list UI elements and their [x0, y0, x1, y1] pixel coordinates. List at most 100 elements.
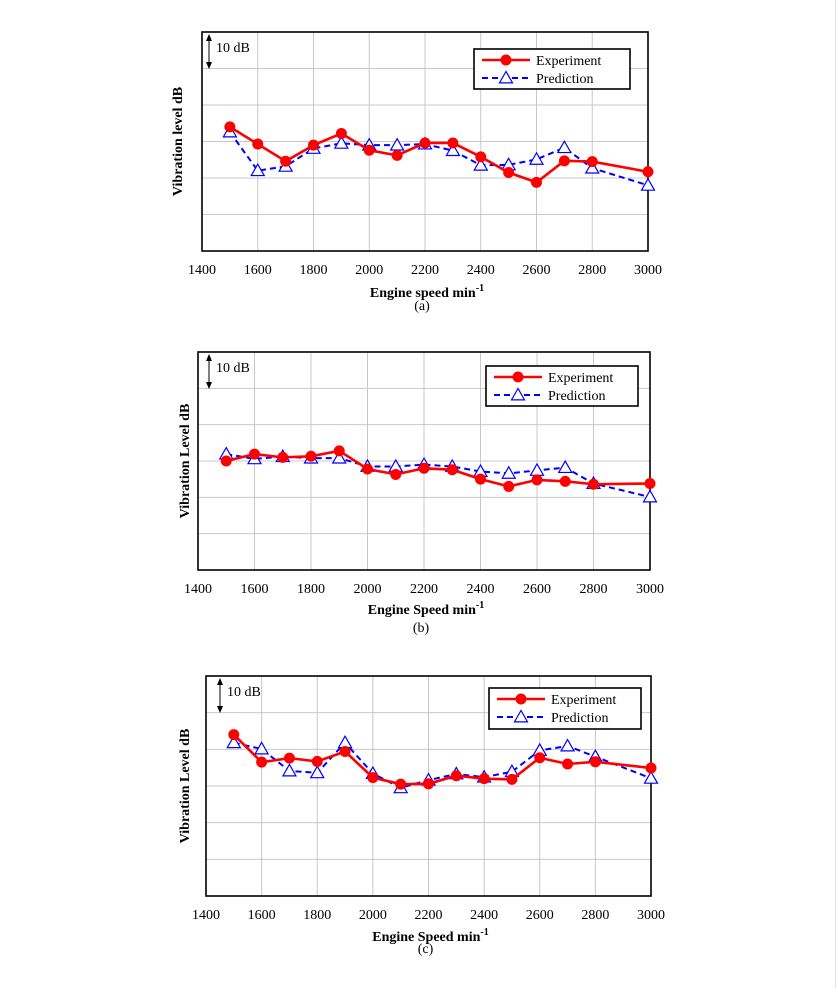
- data-point-experiment: [280, 155, 292, 167]
- x-tick-label: 1800: [303, 908, 331, 923]
- data-point-experiment: [283, 752, 295, 764]
- legend-label-prediction: Prediction: [551, 711, 609, 726]
- data-point-prediction: [640, 177, 656, 191]
- data-point-experiment: [362, 463, 373, 475]
- x-axis-label-superscript: -1: [480, 927, 488, 938]
- data-point-experiment: [224, 121, 236, 133]
- chart-panel-b: 1400 1600 1800 2000 2200 2400 2600 2800 3000 Engi…: [178, 351, 664, 636]
- x-tick-label: 2200: [411, 263, 439, 278]
- data-point-experiment: [391, 149, 403, 161]
- x-tick-label: 2600: [523, 263, 551, 278]
- legend-label-prediction: Prediction: [548, 389, 606, 404]
- x-tick-label: 2600: [523, 582, 551, 597]
- x-tick-label: 3000: [636, 582, 664, 597]
- data-point-prediction: [584, 160, 600, 174]
- x-tick-label: 1600: [244, 263, 272, 278]
- data-point-prediction: [281, 763, 297, 777]
- scale-label: 10 dB: [216, 361, 250, 376]
- x-tick-label: 2400: [470, 908, 498, 923]
- data-point-prediction: [473, 157, 489, 171]
- x-tick-label: 1600: [248, 908, 276, 923]
- series-line-prediction: [226, 453, 651, 498]
- plot-area-frame: [197, 351, 651, 571]
- series-line-experiment: [225, 449, 651, 488]
- scale-label: 10 dB: [227, 685, 261, 700]
- data-point-prediction: [337, 735, 353, 749]
- data-point-prediction: [445, 142, 461, 157]
- legend-label-experiment: Experiment: [536, 54, 601, 69]
- data-point-experiment: [363, 144, 375, 156]
- scale-arrow-head-up: [206, 354, 212, 361]
- data-point-experiment: [475, 151, 487, 163]
- scale-arrow-head-up: [217, 678, 223, 685]
- scale-arrow-head-down: [206, 382, 212, 389]
- x-axis-label-superscript: -1: [476, 600, 484, 611]
- panel-label: (c): [418, 942, 434, 957]
- x-tick-label: 1800: [300, 263, 328, 278]
- legend-marker-prediction: [510, 387, 526, 401]
- data-point-experiment: [335, 127, 347, 139]
- data-point-experiment: [475, 473, 486, 485]
- data-point-experiment: [305, 450, 317, 462]
- x-tick-label: 1400: [188, 263, 216, 278]
- data-point-prediction: [529, 462, 545, 476]
- data-point-prediction: [333, 135, 349, 149]
- chart-panel-a: 1400 1600 1800 2000 2200 2400 2600 2800 3000 Engi…: [171, 31, 662, 314]
- data-point-prediction: [254, 741, 270, 755]
- data-point-experiment: [446, 464, 458, 476]
- x-tick-label: 2600: [526, 908, 554, 923]
- x-tick-label: 2800: [581, 908, 609, 923]
- x-axis-label-text: Engine Speed min: [372, 930, 480, 945]
- plot-area-frame: [201, 31, 649, 252]
- data-point-prediction: [528, 151, 545, 165]
- x-tick-label: 2200: [410, 582, 438, 597]
- legend-label-experiment: Experiment: [548, 371, 613, 386]
- legend-label-experiment: Experiment: [551, 693, 616, 708]
- data-point-prediction: [331, 450, 347, 464]
- x-tick-label: 1400: [192, 908, 220, 923]
- x-tick-label: 2400: [467, 582, 495, 597]
- legend-marker-experiment: [500, 54, 512, 66]
- data-point-experiment: [642, 166, 654, 178]
- data-point-experiment: [588, 478, 599, 490]
- data-point-experiment: [589, 756, 601, 768]
- data-point-prediction: [309, 765, 325, 779]
- data-point-experiment: [531, 474, 543, 486]
- x-axis-label: Engine Speed min-1: [372, 927, 488, 945]
- data-point-experiment: [395, 778, 407, 790]
- y-axis-label: Vibration Level dB: [178, 729, 193, 844]
- data-point-prediction: [643, 770, 659, 784]
- data-point-experiment: [559, 475, 571, 487]
- data-point-experiment: [503, 480, 515, 492]
- chart-panel-c: 1400 1600 1800 2000 2200 2400 2600 2800 3000 Engi…: [178, 675, 665, 957]
- data-point-experiment: [419, 137, 431, 149]
- x-tick-label: 2000: [354, 582, 382, 597]
- scale-label: 10 dB: [216, 41, 250, 56]
- series-line-experiment: [229, 125, 649, 184]
- data-point-experiment: [256, 756, 268, 768]
- page-edge-line: [835, 0, 836, 988]
- data-point-experiment: [390, 468, 402, 480]
- data-point-experiment: [252, 138, 264, 150]
- data-point-experiment: [447, 137, 459, 149]
- data-point-experiment: [645, 762, 657, 774]
- legend: Experiment Prediction: [473, 48, 631, 90]
- x-axis-label: Engine Speed min-1: [368, 600, 484, 618]
- data-point-prediction: [226, 735, 242, 749]
- legend: Experiment Prediction: [485, 365, 639, 407]
- scale-arrow-head-down: [217, 706, 223, 713]
- data-point-experiment: [644, 478, 656, 490]
- data-point-experiment: [311, 755, 323, 767]
- data-point-prediction: [642, 489, 658, 503]
- plot-area-frame: [205, 675, 652, 897]
- legend-label-prediction: Prediction: [536, 72, 594, 87]
- scale-arrow-head-down: [206, 62, 212, 69]
- x-tick-label: 3000: [634, 263, 662, 278]
- x-axis-label-text: Engine speed min: [370, 286, 476, 301]
- data-point-experiment: [562, 758, 574, 770]
- data-point-experiment: [308, 139, 319, 151]
- x-axis-label-superscript: -1: [476, 283, 484, 294]
- data-point-experiment: [339, 746, 351, 758]
- data-point-prediction: [389, 137, 405, 151]
